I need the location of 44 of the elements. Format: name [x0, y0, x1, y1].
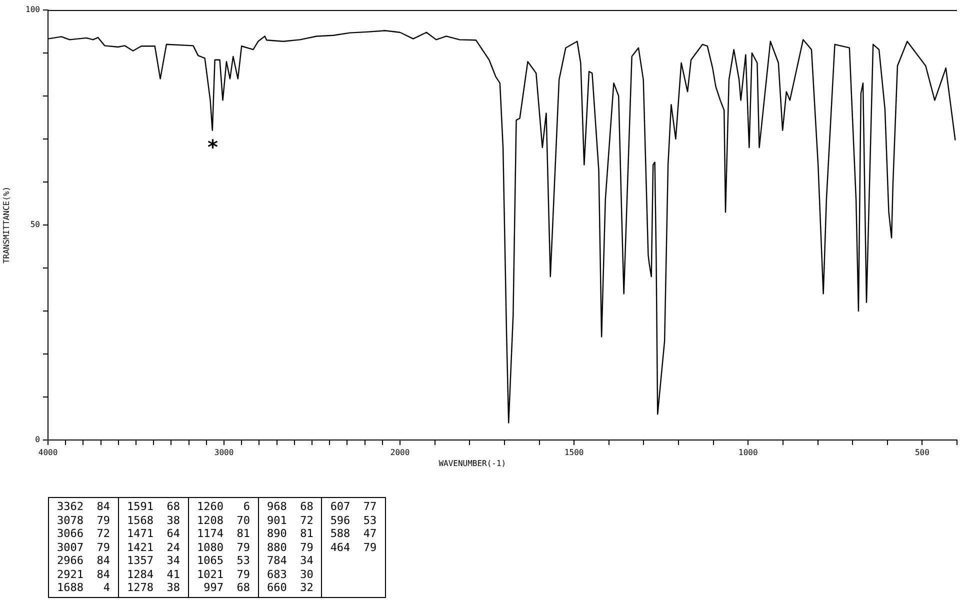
text: 1591 68 [126, 500, 180, 514]
y-tick-label: 50 [30, 220, 40, 230]
text: 1260 6 [196, 500, 250, 514]
text: 890 81 [266, 527, 314, 540]
text: 997 68 [202, 581, 250, 594]
text: 2966 84 [57, 554, 110, 568]
text: 1208 70 [196, 514, 250, 527]
text: 1568 38 [126, 514, 180, 527]
text: 683 30 [266, 568, 314, 581]
annotation: * [208, 135, 218, 160]
text: 1174 81 [196, 527, 250, 540]
text: 588 47 [330, 527, 377, 540]
text: 784 34 [266, 554, 314, 568]
text: 901 72 [266, 514, 314, 527]
text: 2921 84 [57, 568, 110, 581]
text: 1065 53 [196, 554, 250, 568]
y-tick-label: 100 [26, 5, 40, 14]
text: 464 79 [330, 540, 377, 554]
text: 1688 4 [57, 581, 110, 594]
text: 3066 72 [57, 527, 110, 540]
text: 3007 79 [57, 540, 110, 554]
x-tick-label: 2000 [390, 448, 410, 457]
y-axis-title: TRANSMITTANCE(%) [2, 186, 11, 264]
x-tick-label: 1500 [564, 448, 584, 457]
text: 3078 79 [57, 514, 110, 527]
text: 1278 38 [126, 581, 180, 594]
x-tick-label: 500 [914, 448, 930, 457]
text: 880 79 [266, 540, 314, 554]
text: 1421 24 [126, 540, 180, 554]
text: 1021 79 [196, 568, 250, 581]
text: 1471 64 [126, 527, 180, 540]
text: 596 53 [330, 514, 377, 527]
text: 1080 79 [196, 540, 250, 554]
text: 1284 41 [126, 568, 180, 581]
text: 607 77 [330, 500, 377, 514]
text: 968 68 [266, 500, 314, 514]
x-axis-title: WAVENUMBER(-1) [438, 459, 506, 468]
text: 1357 34 [126, 554, 180, 568]
x-tick-label: 4000 [38, 448, 58, 457]
text: 660 32 [266, 581, 314, 594]
x-tick-label: 3000 [214, 448, 234, 457]
text: 3362 84 [57, 500, 110, 514]
y-tick-label: 0 [35, 435, 40, 444]
x-tick-label: 1000 [738, 448, 758, 457]
